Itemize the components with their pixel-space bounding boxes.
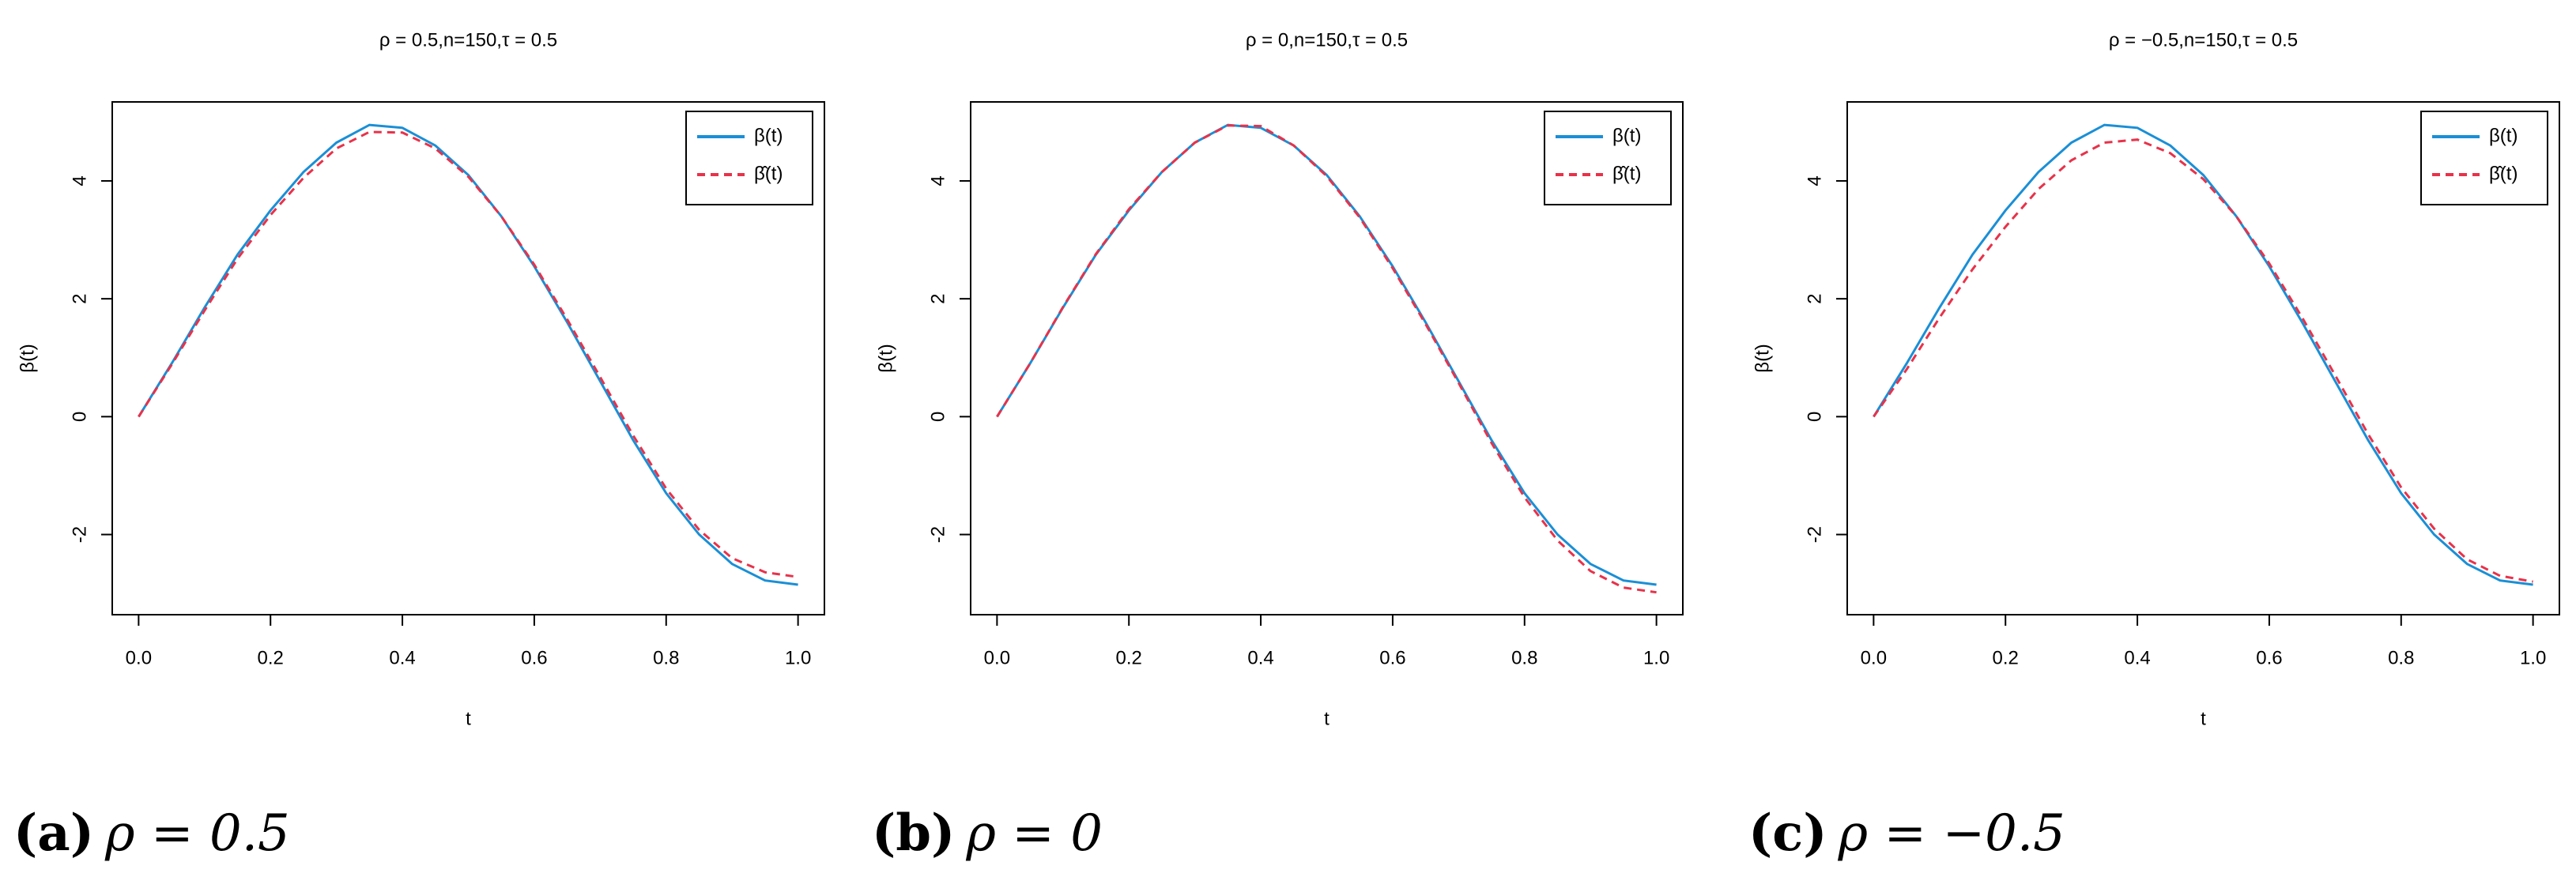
legend-label: β(t)	[2489, 125, 2518, 146]
caption-text: ρ = −0.5	[1838, 804, 2065, 863]
legend-box	[685, 111, 813, 205]
y-tick-label: 0	[69, 412, 90, 422]
chart-title: ρ = −0.5,n=150,τ = 0.5	[2109, 29, 2298, 51]
x-tick-label: 0.0	[126, 647, 152, 668]
x-tick-label: 0.4	[389, 647, 415, 668]
y-tick-label: 2	[1804, 293, 1825, 303]
y-tick-label: -2	[69, 526, 90, 543]
x-tick-label: 0.6	[521, 647, 547, 668]
panel: ρ = −0.5,n=150,τ = 0.5 0.0 0.2 0.4 0.6 0.8 1.0…	[1748, 29, 2560, 863]
x-tick-label: 0.0	[1861, 647, 1887, 668]
caption: (c) ρ = −0.5	[1748, 804, 2065, 863]
panel: ρ = 0.5,n=150,τ = 0.5 0.0 0.2 0.4 0.6 0.8 1.0 -…	[13, 29, 825, 863]
legend-box	[1544, 111, 1672, 205]
legend-label: β̂(t)	[1612, 163, 1641, 184]
x-tick-label: 0.2	[1993, 647, 2019, 668]
y-tick-label: 0	[1804, 412, 1825, 422]
series-line	[138, 123, 798, 586]
x-tick-label: 0.8	[2388, 647, 2414, 668]
caption-text: ρ = 0	[965, 804, 1103, 863]
caption: (b) ρ = 0	[872, 804, 1103, 863]
x-tick-label: 0.2	[1116, 647, 1142, 668]
x-tick-label: 0.8	[1511, 647, 1537, 668]
x-tick-label: 0.4	[1247, 647, 1273, 668]
y-tick-label: 4	[1804, 175, 1825, 186]
chart-title: ρ = 0.5,n=150,τ = 0.5	[379, 29, 557, 51]
x-axis-label: t	[1324, 708, 1329, 729]
y-axis-label: β(t)	[875, 344, 896, 372]
caption-label: (a)	[13, 804, 94, 863]
y-tick-label: 2	[69, 293, 90, 303]
x-tick-label: 0.2	[258, 647, 284, 668]
plot-frame	[1846, 101, 2560, 615]
series-line	[138, 130, 798, 578]
x-tick-label: 0.8	[653, 647, 679, 668]
y-tick-label: 2	[927, 293, 949, 303]
plot-frame	[111, 101, 825, 615]
panel: ρ = 0,n=150,τ = 0.5 0.0 0.2 0.4 0.6 0.8 1.0 -2 0…	[872, 29, 1684, 863]
series-line	[1873, 123, 2533, 586]
x-tick-label: 1.0	[785, 647, 811, 668]
caption-label: (b)	[872, 804, 955, 863]
chart-title: ρ = 0,n=150,τ = 0.5	[1246, 29, 1408, 51]
legend-label: β̂(t)	[754, 163, 783, 184]
x-tick-label: 0.6	[1379, 647, 1405, 668]
x-axis-label: t	[466, 708, 471, 729]
caption: (a) ρ = 0.5	[13, 804, 290, 863]
y-tick-label: -2	[927, 526, 949, 543]
series-line	[1873, 138, 2533, 583]
x-axis-label: t	[2201, 708, 2206, 729]
y-axis-label: β(t)	[1752, 344, 1773, 372]
legend-label: β(t)	[754, 125, 783, 146]
caption-text: ρ = 0.5	[104, 804, 290, 863]
legend-label: β(t)	[1612, 125, 1641, 146]
legend-box	[2420, 111, 2548, 205]
y-tick-label: 4	[927, 175, 949, 186]
caption-label: (c)	[1748, 804, 1827, 863]
series-line	[996, 124, 1657, 594]
y-tick-label: 4	[69, 175, 90, 186]
x-tick-label: 1.0	[1643, 647, 1669, 668]
x-tick-label: 1.0	[2520, 647, 2546, 668]
y-tick-label: -2	[1804, 526, 1825, 543]
y-axis-label: β(t)	[17, 344, 38, 372]
legend-label: β̂(t)	[2489, 163, 2518, 184]
x-tick-label: 0.6	[2256, 647, 2282, 668]
x-tick-label: 0.0	[984, 647, 1010, 668]
x-tick-label: 0.4	[2124, 647, 2150, 668]
y-tick-label: 0	[927, 412, 949, 422]
plot-frame	[970, 101, 1684, 615]
